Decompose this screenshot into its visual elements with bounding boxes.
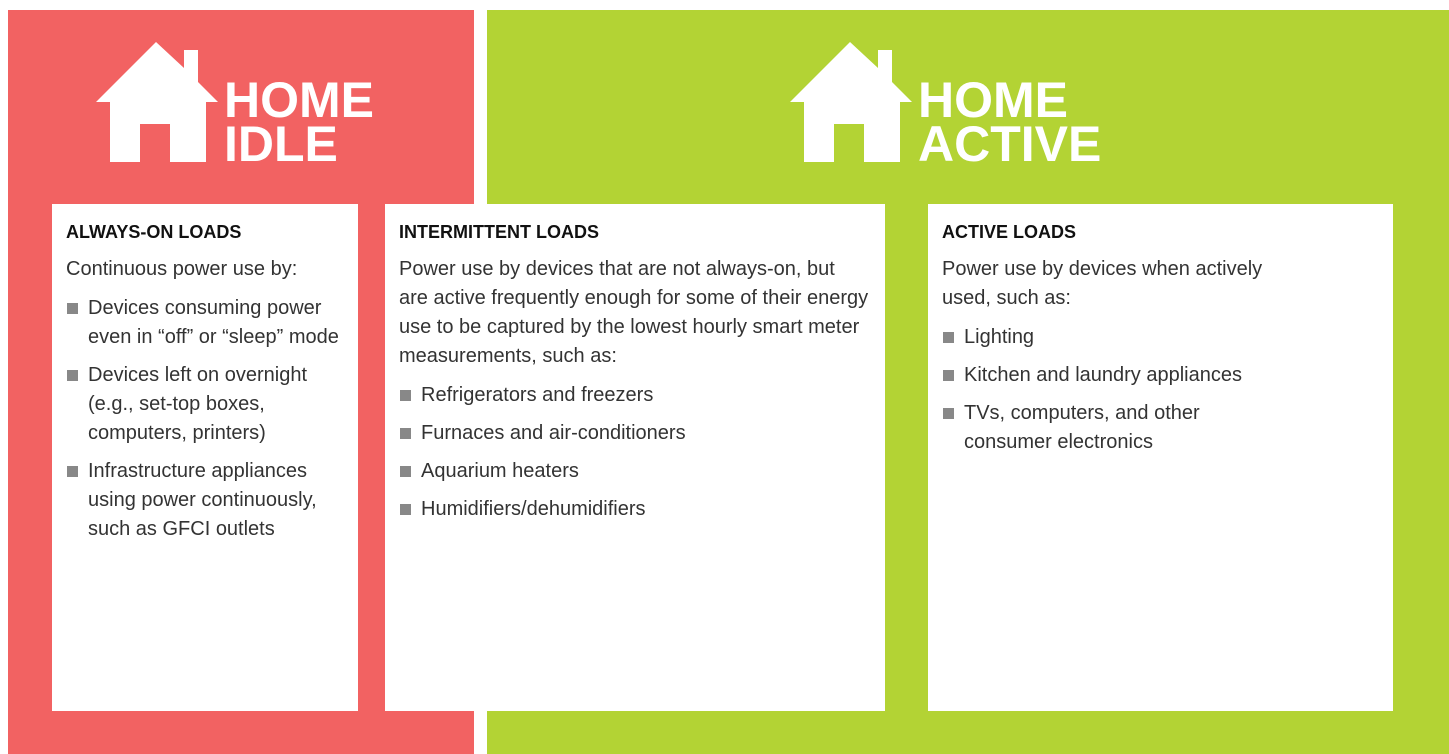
panel-title: HOME ACTIVE [918,72,1102,172]
item-list: Devices consuming power even in “off” or… [66,294,344,544]
box-text: Power use by devices that are not always… [399,258,869,367]
list-item: TVs, computers, and other consumer elect… [942,399,1264,457]
load-box: ACTIVE LOADS Power use by devices when ac… [928,204,1393,711]
panel-title: HOME IDLE [224,72,374,172]
title-line: ACTIVE [918,116,1102,172]
list-item: Kitchen and laundry appliances [942,361,1264,390]
box-heading: ACTIVE LOADS [942,222,1077,242]
item-list: Lighting Kitchen and laundry appliances TV… [942,323,1379,457]
list-item: Furnaces and air-conditioners [399,419,871,448]
item-list: Refrigerators and freezers Furnaces and a… [399,381,871,524]
list-item: Devices consuming power even in “off” or… [66,294,344,352]
list-item: Devices left on overnight (e.g., set-top… [66,361,344,448]
title-line: HOME [918,72,1068,128]
list-item: Aquarium heaters [399,457,871,486]
list-item: Humidifiers/dehumidifiers [399,495,871,524]
title-line: IDLE [224,116,338,172]
load-box: ALWAYS-ON LOADS Continuous power use by: D… [52,204,358,711]
list-item: Refrigerators and freezers [399,381,871,410]
box-text: Power use by devices when actively used,… [942,258,1263,309]
house-icon [790,42,912,162]
box-heading: ALWAYS-ON LOADS [66,222,242,242]
title-line: HOME [224,72,374,128]
house-icon [96,42,218,162]
list-item: Lighting [942,323,1264,352]
box-text: Continuous power use by: [66,258,298,280]
list-item: Infrastructure appliances using power co… [66,457,344,544]
load-box: INTERMITTENT LOADS Power use by devices t… [385,204,885,711]
box-heading: INTERMITTENT LOADS [399,222,599,242]
